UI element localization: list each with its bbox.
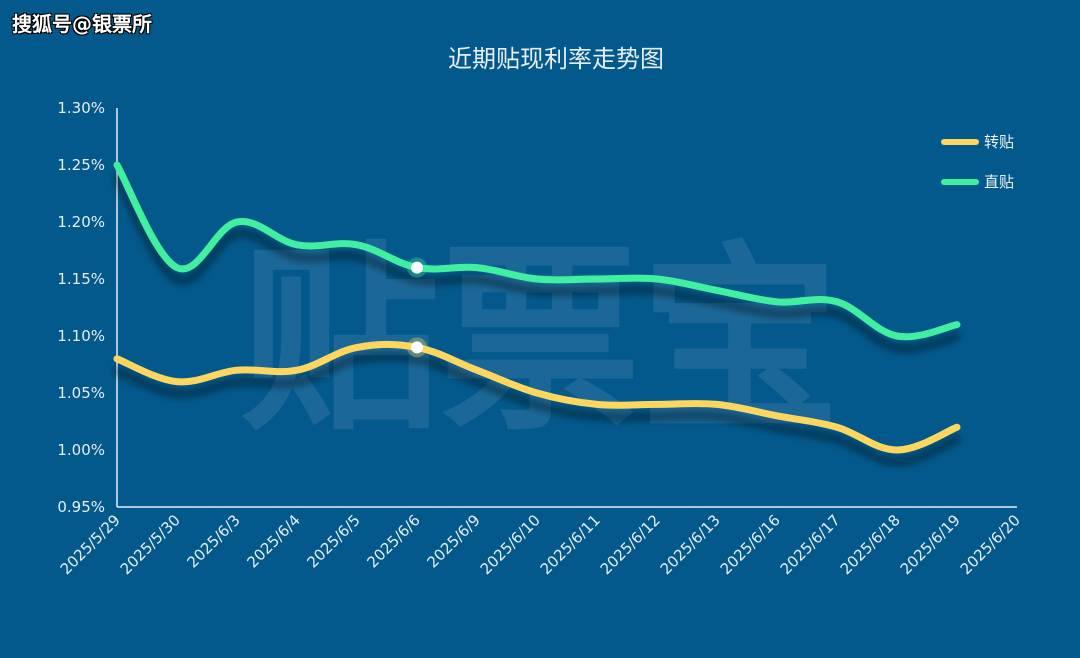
series-zhitie: [113, 161, 961, 341]
y-tick-label: 1.25%: [57, 156, 105, 174]
x-tick-label: 2025/6/4: [243, 511, 303, 571]
background-watermark: 贴票宝: [240, 225, 840, 458]
x-tick-label: 2025/6/20: [957, 511, 1024, 578]
axes: [116, 108, 1017, 508]
legend-item[interactable]: 转贴: [941, 133, 1014, 151]
y-tick-label: 1.10%: [57, 327, 105, 345]
x-tick-label: 2025/6/18: [837, 511, 904, 578]
x-tick-label: 2025/5/30: [117, 511, 184, 578]
y-tick-label: 0.95%: [57, 498, 105, 516]
legend-label: 转贴: [984, 133, 1014, 151]
x-tick-label: 2025/6/16: [717, 511, 784, 578]
x-tick-label: 2025/6/11: [537, 511, 604, 578]
x-tick-label: 2025/6/3: [183, 511, 243, 571]
legend-item[interactable]: 直贴: [941, 173, 1014, 191]
y-tick-label: 1.00%: [57, 441, 105, 459]
x-tick-label: 2025/6/6: [363, 511, 423, 571]
x-tick-label: 2025/5/29: [57, 511, 124, 578]
chart-title: 近期贴现利率走势图: [448, 45, 664, 73]
x-tick-label: 2025/6/13: [657, 511, 724, 578]
x-tick-label: 2025/6/9: [423, 511, 483, 571]
y-tick-label: 1.05%: [57, 384, 105, 402]
series-line: [113, 161, 961, 341]
series-zhuantie: [113, 337, 961, 454]
source-watermark: 搜狐号@银票所: [12, 12, 152, 36]
y-tick-label: 1.20%: [57, 213, 105, 231]
legend-label: 直贴: [984, 173, 1014, 191]
y-tick-label: 1.30%: [57, 99, 105, 117]
highlight-point[interactable]: [411, 341, 423, 354]
x-tick-label: 2025/6/10: [477, 511, 544, 578]
x-tick-label: 2025/6/5: [303, 511, 363, 571]
x-tick-label: 2025/6/19: [897, 511, 964, 578]
x-tick-label: 2025/6/17: [777, 511, 844, 578]
y-tick-label: 1.15%: [57, 270, 105, 288]
series-line: [113, 340, 961, 454]
highlight-point[interactable]: [411, 261, 423, 274]
series-layer: [113, 161, 961, 454]
x-tick-label: 2025/6/12: [597, 511, 664, 578]
y-axis-ticks: 0.95% 1.00% 1.05% 1.10% 1.15% 1.20% 1.25% 1.30%: [57, 99, 105, 516]
